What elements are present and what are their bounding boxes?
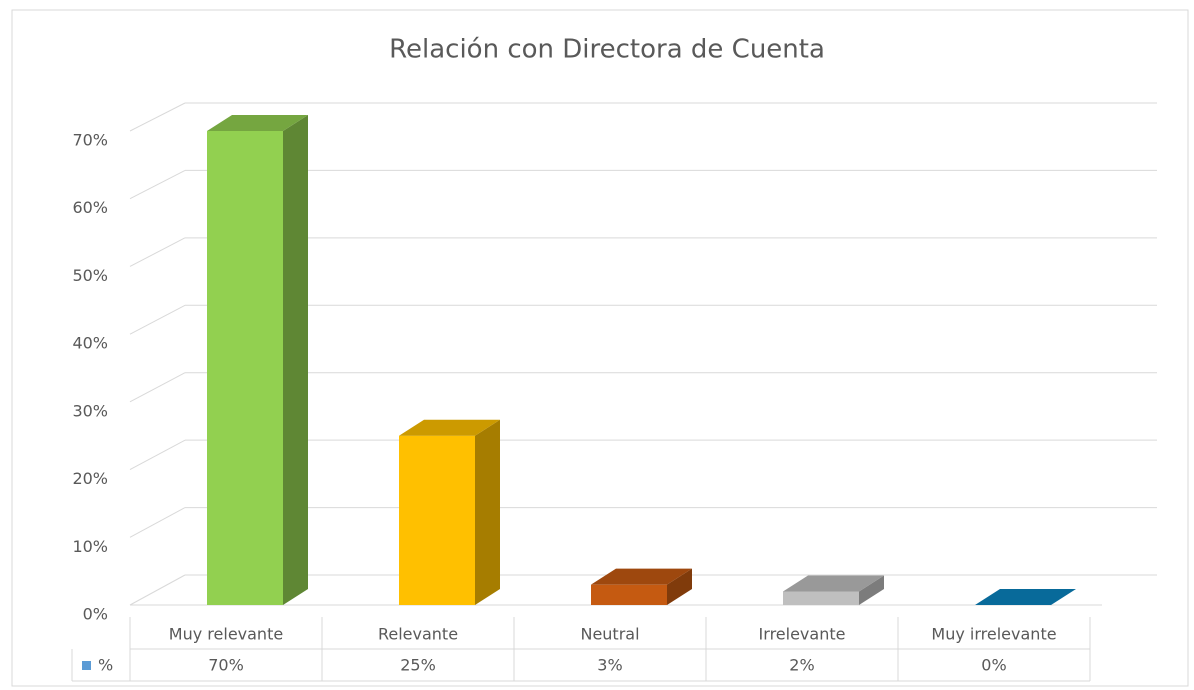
x-tick-label: Muy irrelevante [931,625,1056,644]
bar-side [667,568,692,605]
x-tick-label: Irrelevante [759,625,846,644]
x-tick-label: Relevante [378,625,458,644]
bar-top [591,568,692,585]
grid-line [129,237,186,267]
bar-top [975,589,1076,605]
bar-front [591,584,667,605]
y-tick-label: 40% [72,334,108,353]
data-label: 3% [597,656,622,675]
y-tick-label: 30% [72,401,108,420]
legend-key [82,661,91,670]
bar-side [283,115,308,605]
y-tick-label: 50% [72,266,108,285]
bar-side [859,575,884,605]
y-tick-label: 60% [72,198,108,217]
data-label: 0% [981,656,1006,675]
bar-front [783,591,859,605]
grid-line [129,102,186,132]
bar-front [207,131,283,605]
legend-label: % [98,656,113,675]
grid-line [129,372,186,403]
grid-line [129,507,186,538]
grid-line [129,574,186,606]
bar-top [207,115,308,131]
bar-top [399,419,500,436]
grid-line [129,304,186,335]
x-tick-label: Muy relevante [169,625,283,644]
x-tick-label: Neutral [580,625,639,644]
y-tick-label: 10% [72,537,108,556]
y-tick-label: 70% [72,131,108,150]
data-label: 70% [208,656,244,675]
grid-line [129,439,186,471]
data-label: 2% [789,656,814,675]
data-label: 25% [400,656,436,675]
y-tick-label: 20% [72,469,108,488]
bar-front [399,435,475,605]
chart-title: Relación con Directora de Cuenta [389,35,825,65]
bar-top [783,575,884,592]
y-tick-label: 0% [83,605,108,624]
grid-line [129,169,186,200]
bar-side [475,419,500,605]
